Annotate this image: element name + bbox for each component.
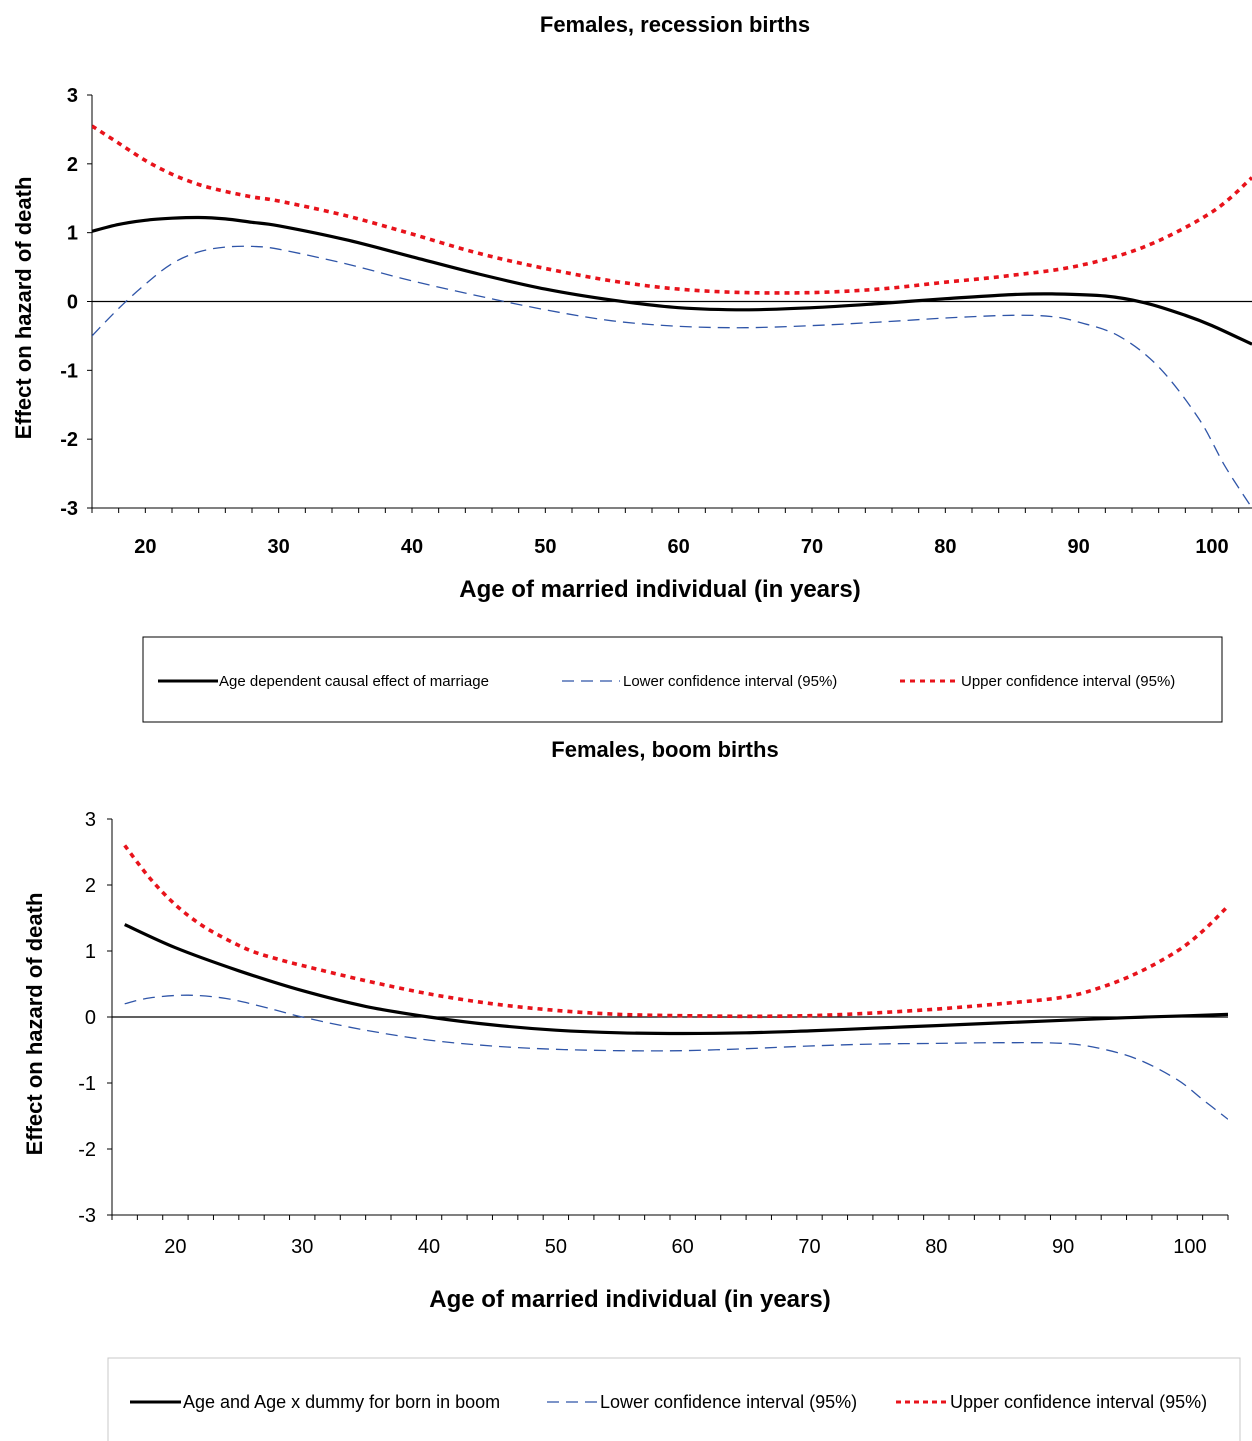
y-tick-label: 2 [67, 154, 78, 176]
chart1-y-axis-label: Effect on hazard of death [11, 177, 36, 440]
chart2-y-axis-label: Effect on hazard of death [22, 893, 47, 1156]
chart2-legend-label-effect: Age and Age x dummy for born in boom [183, 1392, 500, 1412]
x-tick-label: 90 [1052, 1236, 1074, 1258]
x-tick-label: 50 [534, 536, 556, 558]
y-tick-label: 1 [85, 941, 96, 963]
series-line-solid [92, 215, 1252, 346]
x-tick-label: 40 [418, 1236, 440, 1258]
chart2-legend-label-upper: Upper confidence interval (95%) [950, 1392, 1207, 1412]
series-line-dotted [92, 124, 1252, 295]
y-tick-label: 1 [67, 223, 78, 245]
chart1-x-tick-labels: 20 30 40 50 60 70 80 90 100 [134, 536, 1228, 558]
series-line-dotted [123, 844, 1228, 1019]
y-tick-label: 0 [85, 1007, 96, 1029]
chart2-legend-box [107, 1357, 1241, 1441]
chart1-legend-box [142, 636, 1223, 723]
chart1-legend-label-upper: Upper confidence interval (95%) [961, 673, 1175, 690]
x-tick-label: 100 [1173, 1236, 1206, 1258]
y-tick-label: 0 [67, 292, 78, 314]
chart2-x-axis-label: Age of married individual (in years) [429, 1286, 830, 1313]
y-tick-label: -2 [78, 1139, 96, 1161]
chart2-series-group [123, 844, 1228, 1120]
y-tick-label: -2 [60, 429, 78, 451]
x-tick-label: 30 [268, 536, 290, 558]
y-tick-label: 2 [85, 875, 96, 897]
chart1-legend-label-effect: Age dependent causal effect of marriage [219, 673, 489, 690]
chart1-title: Females, recession births [540, 12, 810, 37]
x-tick-label: 30 [291, 1236, 313, 1258]
chart-boom: Females, boom births 20 30 40 50 60 70 80 90 100… [22, 737, 1241, 1441]
y-tick-label: 3 [85, 809, 96, 831]
x-tick-label: 70 [798, 1236, 820, 1258]
series-line-solid [124, 923, 1228, 1036]
y-tick-label: -1 [60, 360, 78, 382]
chart1-legend-label-lower: Lower confidence interval (95%) [623, 673, 837, 690]
chart1-legend: Age dependent causal effect of marriage … [142, 636, 1223, 723]
x-tick-label: 50 [545, 1236, 567, 1258]
x-tick-label: 60 [672, 1236, 694, 1258]
x-tick-label: 20 [164, 1236, 186, 1258]
y-tick-label: -3 [60, 498, 78, 520]
chart1-series-group [92, 124, 1252, 508]
chart1-x-axis-label: Age of married individual (in years) [459, 576, 860, 603]
x-tick-label: 60 [668, 536, 690, 558]
x-tick-label: 80 [925, 1236, 947, 1258]
chart2-title: Females, boom births [551, 737, 778, 762]
x-tick-label: 80 [934, 536, 956, 558]
y-tick-label: -3 [78, 1205, 96, 1227]
x-tick-label: 40 [401, 536, 423, 558]
chart2-y-tick-labels: 3 2 1 0 -1 -2 -3 [78, 809, 96, 1227]
x-tick-label: 100 [1195, 536, 1228, 558]
chart1-axes [87, 94, 1252, 513]
y-tick-label: -1 [78, 1073, 96, 1095]
chart-recession: Females, recession births 20 30 40 50 60 70 80… [11, 12, 1252, 723]
chart2-legend: Age and Age x dummy for born in boom Low… [107, 1357, 1241, 1441]
series-line-dashed [92, 245, 1252, 508]
x-tick-label: 90 [1068, 536, 1090, 558]
chart1-y-tick-labels: 3 2 1 0 -1 -2 -3 [60, 85, 78, 520]
x-tick-label: 70 [801, 536, 823, 558]
chart2-legend-label-lower: Lower confidence interval (95%) [600, 1392, 857, 1412]
x-tick-label: 20 [134, 536, 156, 558]
chart2-x-tick-labels: 20 30 40 50 60 70 80 90 100 [164, 1236, 1206, 1258]
series-line-dashed [124, 994, 1228, 1120]
y-tick-label: 3 [67, 85, 78, 107]
